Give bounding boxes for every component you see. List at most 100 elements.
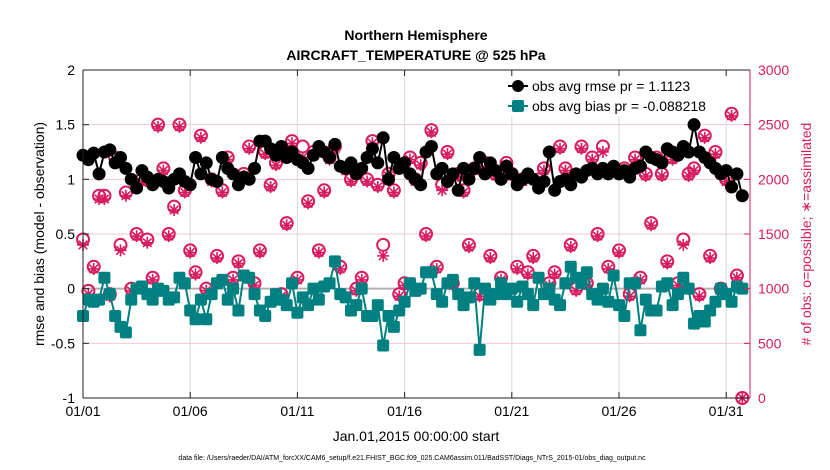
bias-point xyxy=(200,313,213,326)
assimilated-point xyxy=(371,180,384,193)
rmse-point xyxy=(424,140,438,154)
bias-point xyxy=(98,271,111,284)
bias-point xyxy=(168,291,181,304)
bias-point xyxy=(602,295,615,308)
rmse-point xyxy=(189,150,203,164)
bias-point xyxy=(698,315,711,328)
assimilated-point xyxy=(484,252,497,265)
chart-subtitle: AIRCRAFT_TEMPERATURE @ 525 hPa xyxy=(286,47,545,63)
legend-label-rmse: obs avg rmse pr = 1.1123 xyxy=(532,78,690,94)
bias-point xyxy=(93,293,106,306)
legend-marker-bias xyxy=(512,100,524,112)
assimilated-point xyxy=(253,246,266,259)
assimilated-point xyxy=(345,175,357,188)
assimilated-point xyxy=(318,186,331,199)
bias-point xyxy=(473,343,486,356)
y-tick-label-right: 3000 xyxy=(758,62,789,78)
bias-point xyxy=(109,310,122,322)
rmse-point xyxy=(473,150,487,164)
bias-point xyxy=(527,299,540,312)
bias-point xyxy=(302,299,315,312)
x-tick-label: 01/06 xyxy=(173,403,208,419)
bias-point xyxy=(103,288,116,301)
assimilated-point xyxy=(141,236,154,249)
y-tick-label: -1 xyxy=(63,390,76,406)
assimilated-point xyxy=(387,186,400,199)
rmse-point xyxy=(323,150,337,164)
assimilated-point xyxy=(586,153,599,166)
legend: obs avg rmse pr = 1.1123 obs avg bias pr … xyxy=(502,71,748,117)
y-tick-label-right: 1000 xyxy=(758,281,789,297)
rmse-point xyxy=(687,118,701,132)
assimilated-point xyxy=(570,284,583,297)
bias-point xyxy=(227,282,240,295)
assimilated-point xyxy=(655,170,668,183)
bias-point xyxy=(479,282,491,295)
rmse-point xyxy=(301,161,315,175)
bias-point xyxy=(178,277,191,290)
y-tick-label: 2 xyxy=(67,62,75,78)
assimilated-point xyxy=(173,120,186,133)
rmse-point xyxy=(725,180,739,194)
bias-point xyxy=(323,277,336,290)
bias-point xyxy=(709,295,722,308)
assimilated-point xyxy=(135,176,148,189)
bias-point xyxy=(221,293,234,306)
rmse-point xyxy=(414,178,428,192)
bias-point xyxy=(489,288,502,301)
rmse-point xyxy=(457,161,471,175)
bias-point xyxy=(248,288,261,301)
assimilated-point xyxy=(645,219,658,232)
bias-point xyxy=(591,293,604,306)
bias-point xyxy=(462,291,475,304)
assimilated-point xyxy=(227,273,240,286)
bias-point xyxy=(554,299,567,312)
rmse-point xyxy=(226,167,240,181)
y-tick-label: 1 xyxy=(67,171,75,187)
rmse-point xyxy=(494,172,508,186)
assimilated-point xyxy=(671,279,684,292)
bias-point xyxy=(580,266,593,279)
y-tick-label: 1.5 xyxy=(56,117,76,133)
bias-point xyxy=(355,282,368,295)
assimilated-point xyxy=(361,175,374,188)
bias-point xyxy=(291,306,304,319)
assimilated-point xyxy=(98,193,111,206)
x-tick-label: 01/16 xyxy=(387,403,422,419)
rmse-point xyxy=(446,167,460,181)
y-tick-label-right: 1500 xyxy=(758,226,789,242)
assimilated-point xyxy=(259,148,272,161)
rmse-point xyxy=(382,172,396,186)
bias-point xyxy=(618,310,631,322)
bias-point xyxy=(119,326,132,339)
rmse-point xyxy=(199,156,213,170)
assimilated-point xyxy=(462,241,475,254)
assimilated-point xyxy=(698,131,711,144)
x-axis-label: Jan.01,2015 00:00:00 start xyxy=(333,428,500,444)
bias-point xyxy=(634,324,647,337)
assimilated-point xyxy=(564,241,577,254)
assimilated-point xyxy=(232,257,245,270)
assimilated-point xyxy=(264,180,277,193)
assimilated-point xyxy=(334,262,347,275)
assimilated-point xyxy=(688,164,701,177)
assimilated-point xyxy=(666,153,679,166)
assimilated-point xyxy=(178,186,191,199)
assimilated-point xyxy=(425,126,438,139)
data-marks xyxy=(76,106,750,405)
assimilated-point xyxy=(87,262,100,275)
assimilated-point xyxy=(704,252,717,265)
rmse-point xyxy=(376,131,390,145)
rmse-point xyxy=(564,178,578,192)
bias-point xyxy=(382,310,395,322)
bias-point xyxy=(559,277,572,290)
assimilated-point xyxy=(280,219,293,232)
assimilated-point xyxy=(521,268,534,281)
legend-marker-rmse xyxy=(512,80,524,92)
y-axis-label-right: # of obs: o=possible; ∗=assimilated xyxy=(798,123,814,346)
assimilated-point xyxy=(184,246,197,259)
rmse-point xyxy=(344,156,358,170)
legend-box xyxy=(502,71,748,117)
bias-point xyxy=(666,299,679,312)
assimilated-point xyxy=(130,230,143,243)
